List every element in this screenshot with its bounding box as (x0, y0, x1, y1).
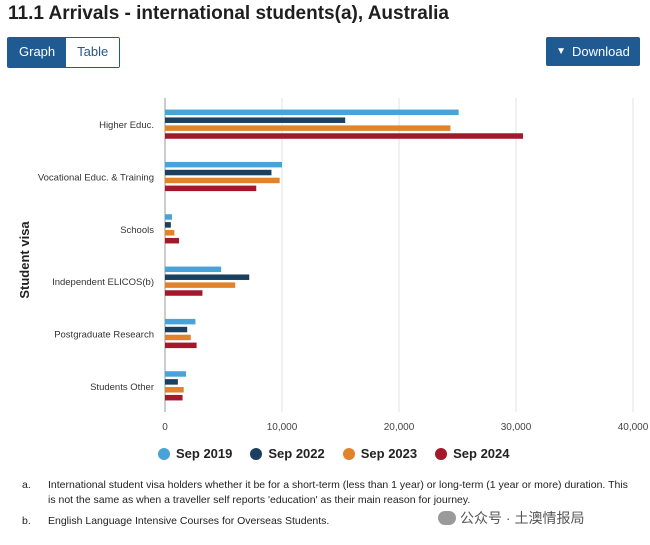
bar (165, 334, 191, 341)
footnote-text: International student visa holders wheth… (48, 479, 628, 506)
bar (165, 371, 187, 377)
legend-swatch (158, 447, 170, 460)
footnotes: a. International student visa holders wh… (22, 478, 628, 535)
download-button[interactable]: ▼ Download (546, 37, 640, 66)
y-axis-title: Student visa (17, 221, 32, 299)
view-tabs: Graph Table (7, 37, 121, 68)
page-title: 11.1 Arrivals - international students(a… (8, 3, 449, 24)
bar (165, 185, 257, 192)
legend-item[interactable]: Sep 2023 (342, 446, 418, 461)
bar (165, 326, 188, 333)
category-label: Postgraduate Research (54, 330, 154, 341)
footnote-key: b. (22, 515, 31, 527)
legend-label: Sep 2022 (268, 446, 325, 461)
bar (165, 133, 524, 139)
watermark: 公众号 · 土澳情报局 (438, 508, 584, 528)
x-tick-label: 20,000 (384, 422, 415, 433)
bar (165, 266, 222, 273)
tab-graph[interactable]: Graph (8, 38, 67, 67)
legend: Sep 2019 Sep 2022 Sep 2023 Sep 2024 (158, 446, 510, 461)
legend-item[interactable]: Sep 2019 (158, 446, 232, 461)
category-label: Independent ELICOS(b) (52, 277, 154, 288)
bar (165, 230, 175, 236)
watermark-text: 公众号 · 土澳情报局 (460, 510, 585, 526)
download-label: Download (572, 44, 630, 59)
x-tick-label: 10,000 (267, 422, 298, 433)
wechat-icon (438, 511, 456, 525)
bar (165, 177, 280, 184)
legend-swatch (342, 447, 355, 460)
legend-item[interactable]: Sep 2024 (435, 446, 510, 461)
footnote-key: a. (22, 479, 31, 491)
bar (165, 237, 180, 244)
category-label: Vocational Educ. & Training (38, 173, 154, 184)
bar (165, 109, 459, 116)
footnote-text: English Language Intensive Courses for O… (48, 515, 330, 527)
legend-swatch (435, 447, 448, 460)
category-label: Higher Educ. (99, 120, 154, 131)
labels-layer: 0 10,000 20,000 30,000 40,000 Higher Educ. Voc… (38, 120, 649, 433)
legend-label: Sep 2023 (360, 446, 418, 461)
footnote-a: a. International student visa holders wh… (22, 478, 628, 508)
bar (165, 387, 184, 393)
grid-layer (164, 98, 634, 412)
bar (165, 125, 451, 131)
x-tick-label: 0 (162, 422, 168, 433)
legend-swatch (250, 447, 263, 460)
bar (165, 342, 197, 349)
bar (165, 379, 178, 385)
bars-layer (165, 109, 524, 401)
chevron-down-icon: ▼ (556, 46, 567, 57)
bar (165, 222, 171, 228)
bar (165, 117, 346, 123)
category-label: Students Other (90, 382, 154, 393)
legend-label: Sep 2019 (176, 446, 233, 461)
bar (165, 282, 236, 288)
tab-table[interactable]: Table (66, 38, 120, 67)
bar (165, 290, 203, 296)
bar (165, 161, 282, 168)
x-tick-label: 30,000 (501, 422, 532, 433)
bar-chart: 0 10,000 20,000 30,000 40,000 Higher Educ. Voc… (17, 98, 649, 433)
bar (165, 318, 196, 325)
legend-item[interactable]: Sep 2022 (250, 446, 325, 461)
x-tick-label: 40,000 (618, 422, 649, 433)
category-label: Schools (120, 225, 154, 236)
bar (165, 274, 250, 280)
bar (165, 214, 173, 220)
legend-label: Sep 2024 (453, 446, 510, 461)
footnote-b: b. English Language Intensive Courses fo… (22, 514, 628, 529)
bar (165, 394, 183, 401)
bar (165, 169, 272, 176)
